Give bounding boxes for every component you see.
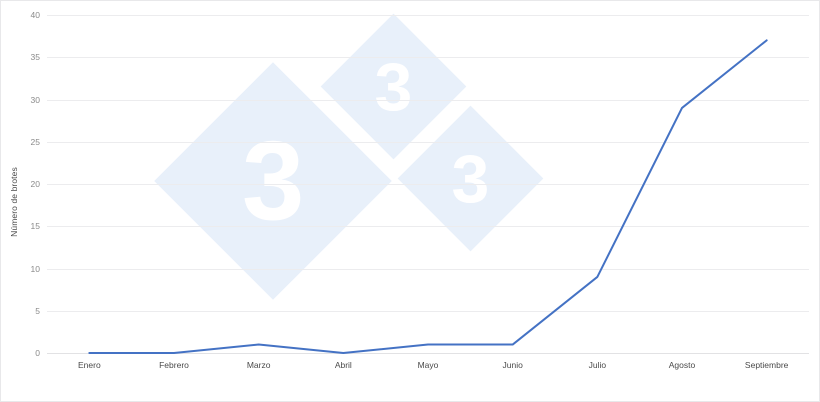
x-axis-tick-label: Abril (334, 360, 352, 370)
plot-area: 3 3 3 0 5 10 15 20 25 30 35 40 (31, 10, 809, 358)
x-axis-tick-label: Febrero (159, 360, 189, 370)
x-axis-tick-label: Agosto (668, 360, 696, 370)
gridline (47, 15, 809, 16)
y-axis-title-text: Número de brotes (9, 167, 19, 237)
gridline (47, 268, 809, 270)
y-axis-title: Número de brotes (1, 1, 27, 401)
x-axis-tick-label: Julio (588, 360, 607, 370)
y-axis-tick-label: 5 (35, 305, 40, 316)
series-svg (88, 39, 768, 354)
y-axis-tick-label: 15 (30, 221, 40, 232)
y-axis-tick-label: 0 (35, 348, 40, 358)
gridline (47, 141, 809, 143)
data-line-numero-de-brotes (88, 39, 768, 354)
gridline (47, 310, 809, 312)
x-axis-tick-label: Marzo (246, 360, 271, 370)
gridline (47, 184, 809, 185)
x-axis-tick-label: Septiembre (744, 360, 789, 370)
y-axis-tick-label: 20 (30, 179, 40, 189)
gridline (47, 99, 809, 101)
y-axis-tick-label: 35 (30, 52, 40, 63)
x-axis-tick-label: Mayo (417, 360, 439, 370)
gridline (47, 226, 809, 228)
x-axis-tick-label: Enero (77, 360, 101, 370)
y-axis-tick-label: 40 (30, 10, 40, 20)
x-axis-tick-group: Enero Febrero Marzo Abril Mayo Junio Julio Agos… (47, 355, 809, 375)
gridline (47, 353, 809, 354)
x-axis-tick-label: Junio (502, 360, 523, 370)
y-axis-tick-label: 10 (30, 263, 40, 274)
y-axis-tick-label: 25 (30, 136, 40, 147)
gridline (47, 57, 809, 59)
y-axis-tick-label: 30 (30, 94, 40, 105)
